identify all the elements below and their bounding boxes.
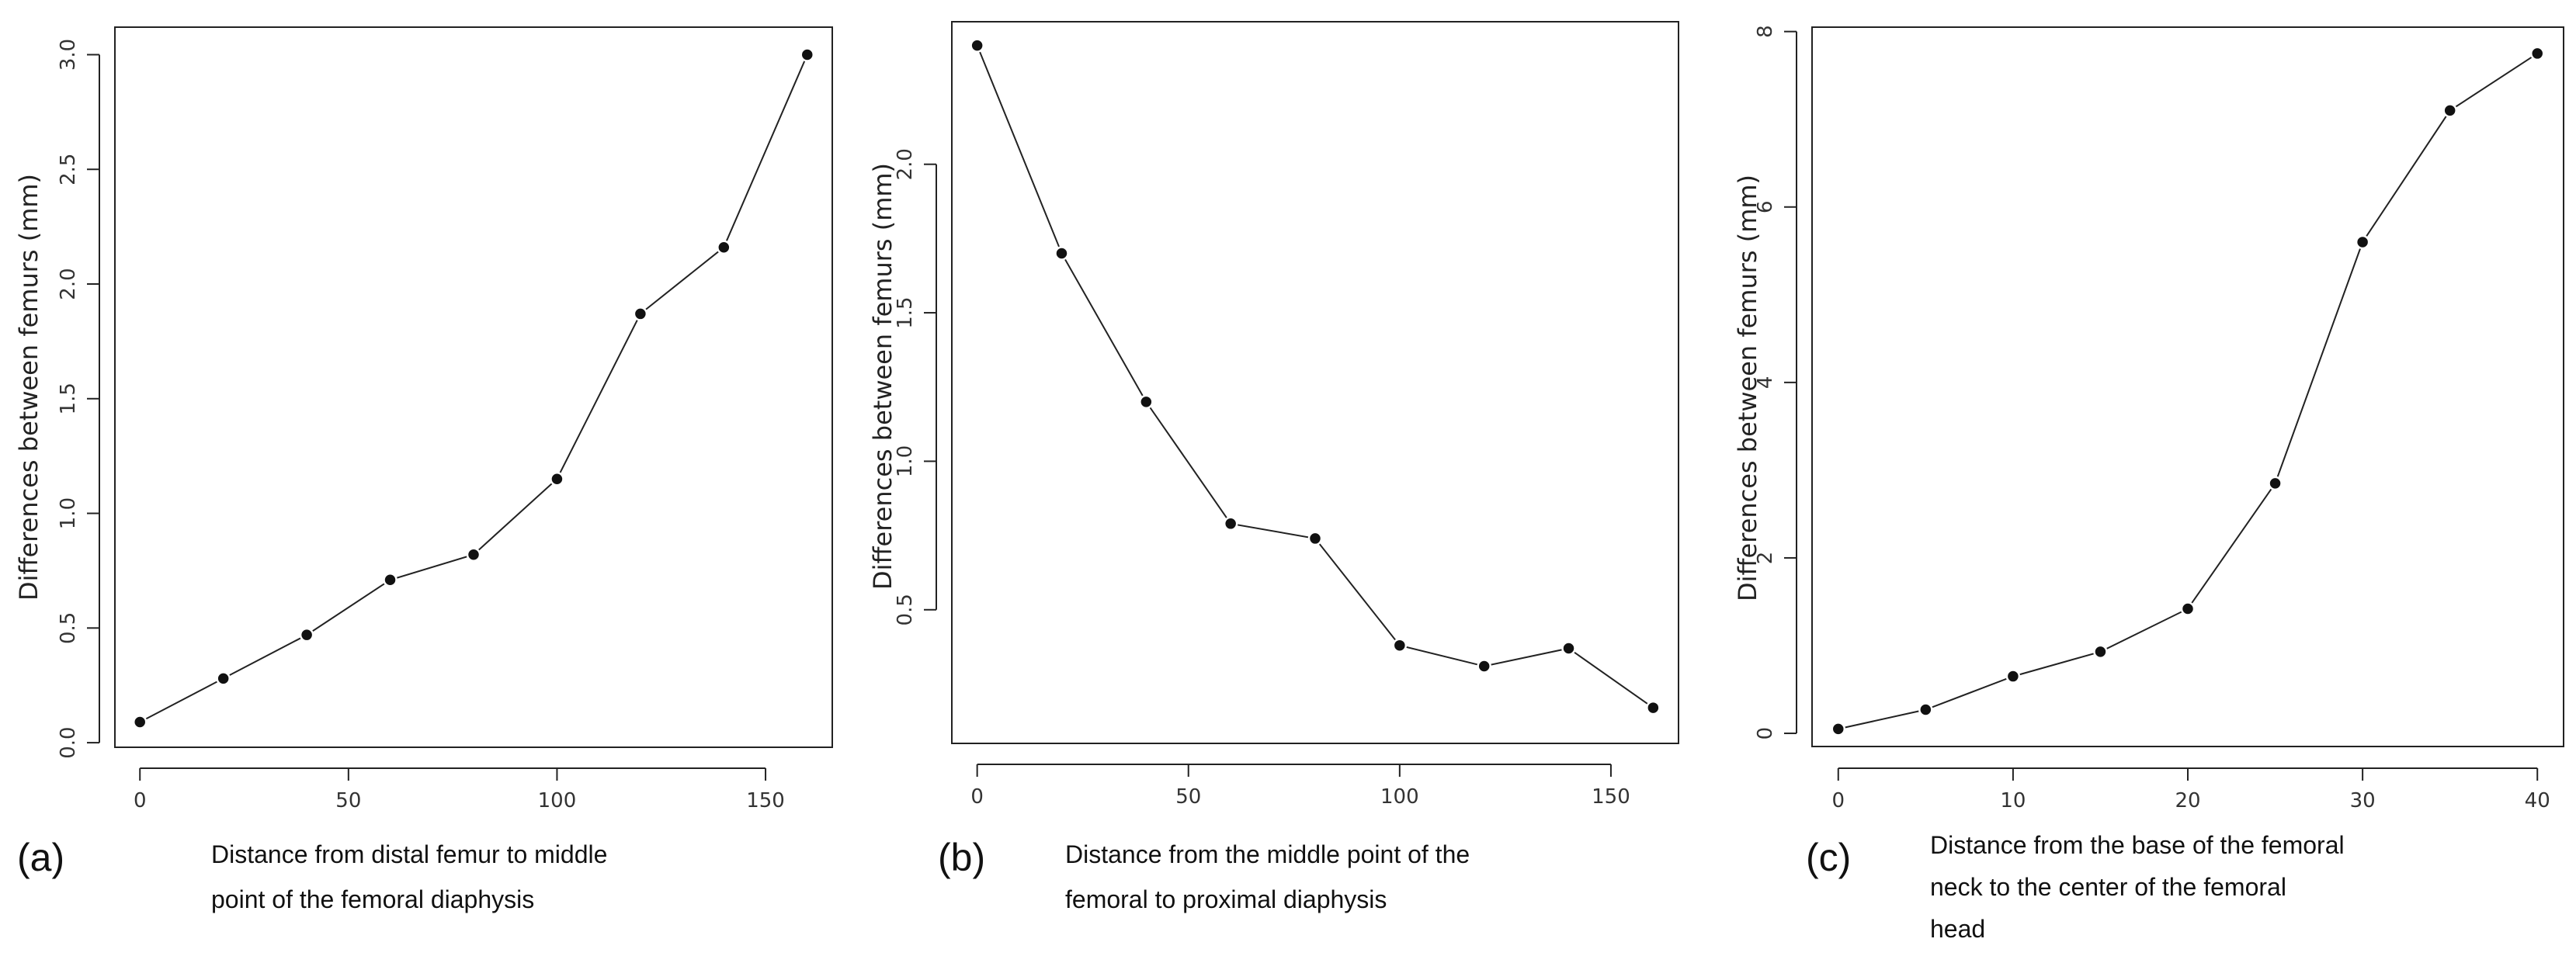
panel-c-x-axis-label-line-2: neck to the center of the femoral: [1930, 873, 2286, 901]
panel-c-x-axis: 0 10 20 30 40: [1831, 767, 2550, 812]
panel-a-y-axis-label: Differences between femurs (mm): [14, 174, 43, 601]
data-point: [132, 715, 148, 729]
panel-a-y-axis: 0.0 0.5 1.0 1.5 2.0 2.5 3.0: [57, 39, 100, 759]
data-point: [970, 38, 984, 53]
y-tick-label: 8: [1754, 25, 1777, 38]
panel-b-x-axis-label-line-2: femoral to proximal diaphysis: [1065, 885, 1387, 913]
panel-b-label: (b): [938, 836, 985, 879]
x-tick-label: 50: [335, 789, 361, 812]
data-point: [2355, 234, 2370, 250]
data-point: [633, 307, 648, 321]
panel-c-plot-frame: [1811, 26, 2564, 747]
data-point: [2005, 669, 2021, 684]
data-point: [2268, 476, 2283, 491]
data-point: [1223, 516, 1238, 532]
panel-c-x-axis-label-line-3: head: [1930, 915, 1985, 943]
panel-b: 0 50 100 150 0.5 1.0 1.5 2.0 Differences betwe…: [868, 21, 1679, 913]
x-tick-label: 20: [2175, 789, 2200, 812]
panel-c-x-axis-label-line-1: Distance from the base of the femoral: [1930, 831, 2345, 859]
y-tick-label: 2.5: [57, 154, 80, 185]
y-tick-label: 3.0: [57, 39, 80, 71]
data-point: [1054, 246, 1069, 261]
x-tick-label: 50: [1175, 785, 1201, 809]
data-point: [299, 627, 314, 643]
y-tick-label: 2.0: [57, 268, 80, 300]
y-tick-label: 1.0: [57, 497, 80, 529]
panel-b-y-axis: 0.5 1.0 1.5 2.0: [894, 148, 937, 625]
x-tick-label: 100: [538, 789, 577, 812]
panel-b-x-axis-label-line-1: Distance from the middle point of the: [1065, 840, 1470, 868]
x-tick-label: 10: [2000, 789, 2026, 812]
panel-b-y-axis-label: Differences between femurs (mm): [868, 163, 897, 590]
y-tick-label: 0: [1754, 727, 1777, 740]
x-tick-label: 0: [134, 789, 147, 812]
panel-c-label: (c): [1806, 836, 1851, 879]
y-tick-label: 0.5: [894, 594, 917, 625]
data-point: [1918, 702, 1933, 717]
data-point: [800, 47, 815, 62]
panel-b-points: [970, 38, 1661, 715]
panel-a-plot-frame: [114, 26, 833, 748]
panel-a-x-axis-label-line-2: point of the femoral diaphysis: [211, 885, 534, 913]
x-tick-label: 150: [1592, 785, 1630, 809]
data-point: [550, 471, 564, 487]
y-tick-label: 6: [1754, 200, 1777, 213]
panel-a: 0 50 100 150 0.0 0.5 1.0 1.5 2.0 2.5 3.0 Differen…: [14, 26, 833, 913]
panel-c: 0 10 20 30 40 0 2 4 6 8 Differences between femu…: [1733, 25, 2564, 943]
panel-b-series-line: [976, 45, 1654, 708]
data-point: [1561, 641, 1576, 656]
x-tick-label: 30: [2350, 789, 2376, 812]
panel-c-y-axis: 0 2 4 6 8: [1754, 25, 1797, 740]
y-tick-label: 1.5: [57, 383, 80, 414]
y-tick-label: 0.0: [57, 726, 80, 758]
y-tick-label: 1.5: [894, 296, 917, 328]
panel-a-points: [132, 47, 815, 729]
y-tick-label: 2: [1754, 552, 1777, 565]
data-point: [216, 671, 231, 686]
panel-b-plot-frame: [951, 21, 1679, 744]
x-tick-label: 0: [1831, 789, 1845, 812]
data-point: [1139, 394, 1154, 410]
y-tick-label: 1.0: [894, 445, 917, 477]
data-point: [1831, 722, 1846, 736]
data-point: [2180, 601, 2196, 616]
panel-a-x-axis-label-line-1: Distance from distal femur to middle: [211, 840, 607, 868]
data-point: [1477, 659, 1491, 674]
panel-b-x-axis: 0 50 100 150: [970, 764, 1630, 809]
data-point: [383, 573, 398, 587]
data-point: [1307, 531, 1323, 546]
panel-c-points: [1831, 46, 2545, 736]
data-point: [1392, 638, 1408, 653]
y-tick-label: 4: [1754, 376, 1777, 390]
data-point: [1646, 700, 1661, 715]
x-tick-label: 40: [2525, 789, 2550, 812]
panel-c-series-line: [1838, 53, 2538, 730]
data-point: [2529, 46, 2545, 61]
data-point: [2093, 644, 2108, 660]
data-point: [717, 240, 731, 255]
data-point: [2442, 103, 2457, 118]
x-tick-label: 0: [970, 785, 984, 809]
panel-a-x-axis: 0 50 100 150: [134, 767, 785, 812]
y-tick-label: 0.5: [57, 612, 80, 644]
x-tick-label: 150: [746, 789, 785, 812]
panel-a-label: (a): [17, 836, 64, 879]
panel-a-series-line: [139, 54, 808, 723]
y-tick-label: 2.0: [894, 148, 917, 180]
panel-c-y-axis-label: Differences between femurs (mm): [1733, 175, 1762, 601]
x-tick-label: 100: [1380, 785, 1419, 809]
data-point: [466, 547, 481, 562]
